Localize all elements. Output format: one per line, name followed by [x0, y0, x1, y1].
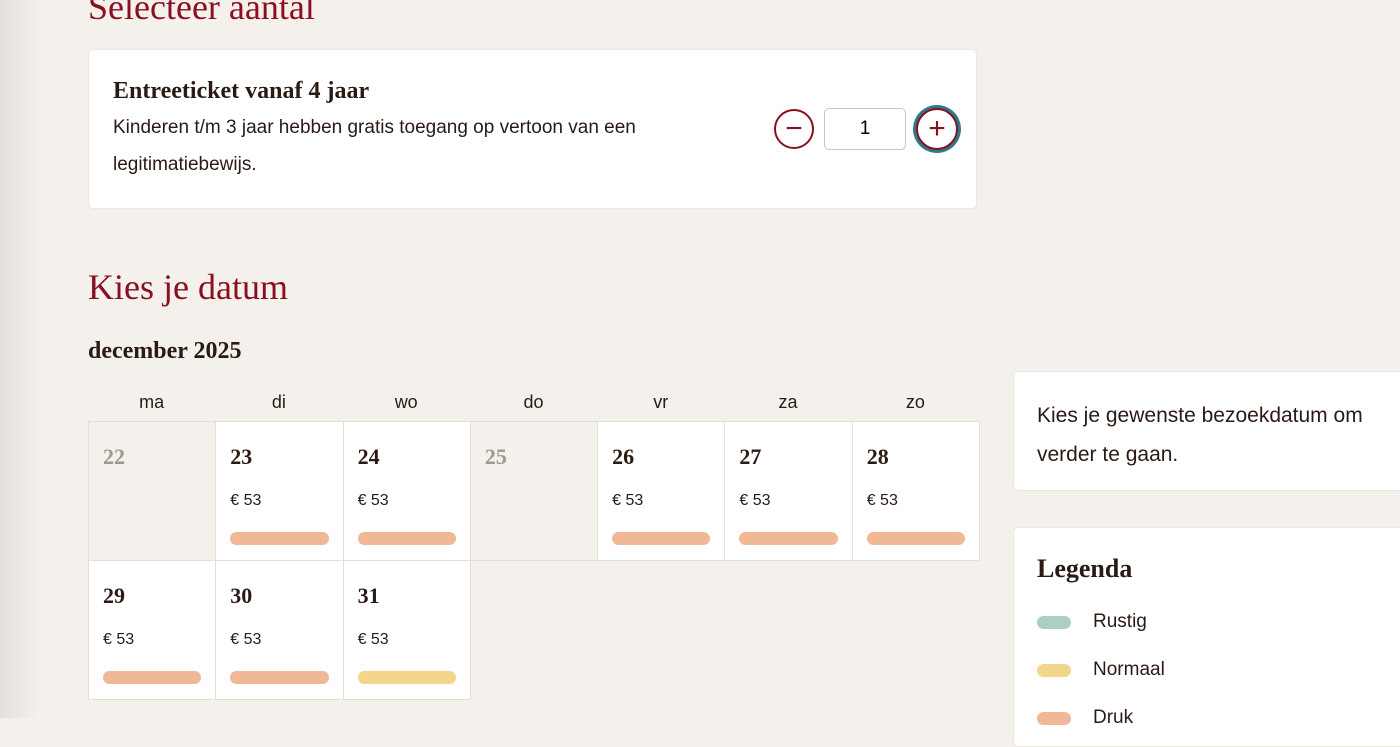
day-price: € 53	[103, 631, 135, 648]
legend-label: Rustig	[1093, 611, 1147, 632]
legend-card: Legenda Rustig Normaal Druk	[1013, 527, 1400, 747]
calendar-day-26[interactable]: 26 € 53	[597, 421, 726, 561]
day-price: € 53	[612, 492, 644, 509]
day-number: 26	[612, 444, 635, 469]
calendar-day-23[interactable]: 23 € 53	[215, 421, 344, 561]
legend-item: Druk	[1037, 694, 1389, 742]
section-title-quantity: Selecteer aantal	[88, 0, 315, 27]
weekday-header: ma di wo do vr za zo	[88, 392, 979, 413]
day-number: 25	[484, 444, 507, 469]
day-number: 30	[230, 583, 253, 608]
calendar-day-28[interactable]: 28 € 53	[851, 421, 980, 561]
minus-circle-icon: −	[785, 112, 803, 145]
increase-button[interactable]: +	[916, 108, 958, 150]
page-edge-shadow	[0, 0, 40, 718]
weekday-label: vr	[653, 392, 669, 412]
legend-swatch	[1037, 615, 1071, 629]
quantity-stepper: − +	[774, 108, 958, 150]
day-number: 31	[357, 583, 380, 608]
legend-label: Normaal	[1093, 659, 1165, 680]
calendar-day-24[interactable]: 24 € 53	[342, 421, 471, 561]
section-title-date: Kies je datum	[88, 267, 288, 307]
weekday-label: zo	[905, 392, 925, 412]
day-price: € 53	[230, 492, 262, 509]
calendar-day-31[interactable]: 31 € 53	[342, 560, 471, 700]
legend-swatch	[1037, 663, 1071, 677]
day-number: 28	[866, 444, 889, 469]
day-price: € 53	[739, 492, 771, 509]
weekday-label: za	[778, 392, 798, 412]
weekday-label: di	[271, 392, 286, 412]
crowd-indicator	[357, 532, 456, 545]
plus-circle-icon: +	[928, 112, 946, 145]
info-card: Kies je gewenste bezoekdatum om verder t…	[1013, 371, 1400, 491]
ticket-description: Kinderen t/m 3 jaar hebben gratis toegan…	[113, 117, 636, 175]
info-text: Kies je gewenste bezoekdatum om verder t…	[1037, 404, 1363, 466]
calendar-month: december 2025	[88, 338, 242, 364]
weekday-label: wo	[394, 392, 418, 412]
day-price: € 53	[866, 492, 898, 509]
ticket-title: Entreeticket vanaf 4 jaar	[113, 78, 370, 104]
decrease-button[interactable]: −	[774, 109, 814, 149]
weekday-label: do	[523, 392, 544, 412]
calendar-day-22: 22	[88, 421, 217, 561]
crowd-indicator	[103, 671, 202, 684]
calendar-day-29[interactable]: 29 € 53	[88, 560, 217, 700]
day-price: € 53	[357, 492, 389, 509]
day-number: 29	[103, 583, 125, 608]
day-price: € 53	[357, 631, 389, 648]
legend-title: Legenda	[1037, 554, 1133, 583]
crowd-indicator	[612, 532, 711, 545]
day-number: 27	[739, 444, 762, 469]
ticket-card: Entreeticket vanaf 4 jaar Kinderen t/m 3…	[88, 49, 977, 209]
legend-item: Rustig	[1037, 598, 1389, 646]
day-number: 24	[357, 444, 380, 469]
quantity-input[interactable]	[824, 108, 906, 150]
day-number: 23	[230, 444, 253, 469]
crowd-indicator	[357, 671, 456, 684]
crowd-indicator	[866, 532, 965, 545]
crowd-indicator	[230, 532, 329, 545]
legend-item: Normaal	[1037, 646, 1389, 694]
legend-label: Druk	[1093, 707, 1134, 728]
calendar-grid: 22 23 € 53 24 € 53 25 26 € 53 27 € 53 28 € 53 29 € 53…	[88, 421, 980, 700]
calendar-day-25: 25	[469, 421, 599, 561]
day-number: 22	[103, 444, 125, 469]
crowd-indicator	[739, 532, 838, 545]
day-price: € 53	[230, 631, 262, 648]
calendar-day-27[interactable]: 27 € 53	[724, 421, 853, 561]
weekday-label: ma	[139, 392, 165, 412]
crowd-indicator	[230, 671, 329, 684]
legend-swatch	[1037, 711, 1071, 725]
calendar-day-30[interactable]: 30 € 53	[215, 560, 344, 700]
